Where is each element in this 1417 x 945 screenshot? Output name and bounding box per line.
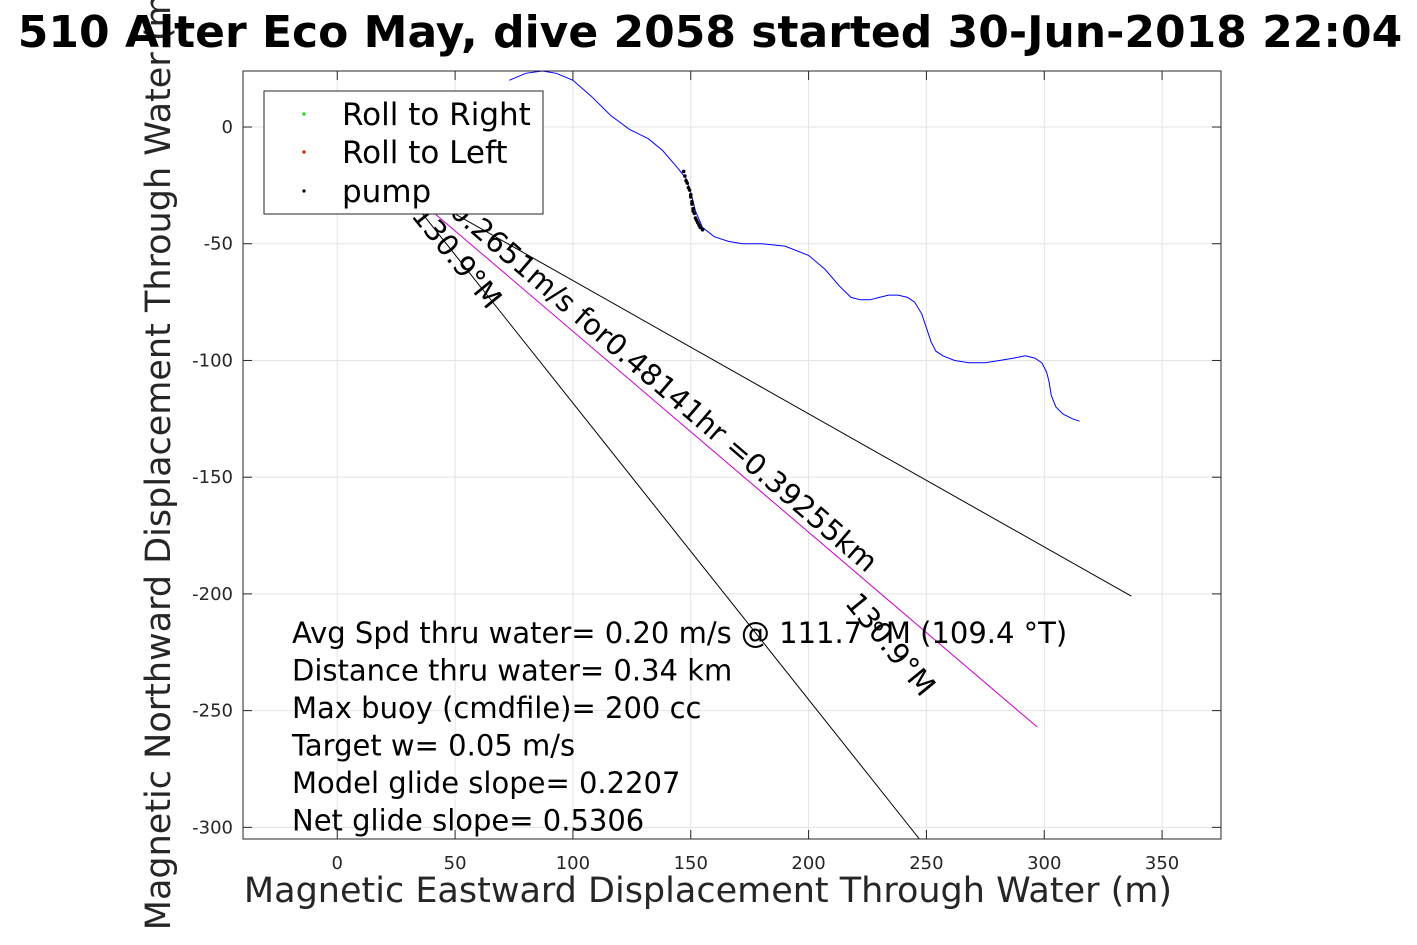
data-layer: [395, 71, 1132, 839]
x-tick-label: 0: [332, 853, 343, 874]
grid-layer: [243, 71, 1221, 839]
heading-bound-line: [395, 180, 920, 839]
legend-marker-roll-left: [302, 150, 306, 154]
y-tick-label: -150: [192, 467, 233, 488]
legend-label-roll-right: Roll to Right: [342, 97, 531, 133]
stat-line: Target w= 0.05 m/s: [291, 729, 575, 763]
y-tick-label: 0: [222, 117, 233, 138]
pump-point: [700, 227, 705, 232]
pump-point: [688, 195, 693, 199]
chart-title: 510 Alter Eco May, dive 2058 started 30-…: [18, 7, 1402, 58]
stat-line: Model glide slope= 0.2207: [292, 766, 680, 800]
legend-box: [263, 90, 544, 215]
legend-label-pump: pump: [342, 174, 431, 210]
pump-point: [690, 202, 694, 206]
stat-line: Avg Spd thru water= 0.20 m/s @ 111.7 °M …: [292, 616, 1067, 650]
x-tick-label: 300: [1027, 853, 1061, 874]
y-axis-label: Magnetic Northward Displacement Through …: [139, 0, 179, 930]
y-tick-label: -50: [204, 234, 233, 255]
legend-marker-roll-right: [302, 112, 306, 116]
x-tick-label: 350: [1145, 853, 1179, 874]
pump-point: [698, 225, 702, 230]
pump-point: [685, 181, 690, 185]
x-axis-label: Magnetic Eastward Displacement Through W…: [244, 871, 1172, 911]
plot-frame: [242, 70, 1222, 840]
pump-point: [683, 174, 687, 178]
heading-bound-line: [395, 180, 1132, 597]
x-tick-label: 200: [791, 853, 825, 874]
x-tick-label: 100: [556, 853, 590, 874]
pump-point: [681, 169, 686, 174]
pump-point: [687, 188, 692, 192]
y-tick-label: -100: [192, 350, 233, 371]
stats-block: Avg Spd thru water= 0.20 m/s @ 111.7 °M …: [291, 616, 1067, 838]
stat-line: Distance thru water= 0.34 km: [292, 654, 732, 688]
legend-label-roll-left: Roll to Left: [342, 135, 508, 171]
x-tick-label: 250: [909, 853, 943, 874]
y-tick-labels: 0 -50 -100 -150 -200 -250 -300: [192, 117, 233, 838]
dive-track-line: [509, 71, 1080, 422]
legend: Roll to Right Roll to Left pump: [263, 90, 544, 215]
x-tick-label: 150: [674, 853, 708, 874]
y-tick-label: -200: [192, 584, 233, 605]
pump-point: [692, 211, 697, 216]
stat-line: Net glide slope= 0.5306: [292, 804, 644, 838]
y-tick-label: -250: [192, 701, 233, 722]
stat-line: Max buoy (cmdfile)= 200 cc: [292, 691, 701, 725]
tick-layer: [243, 71, 1221, 839]
mean-heading-line: [395, 180, 1038, 728]
x-tick-label: 50: [444, 853, 467, 874]
y-tick-label: -300: [192, 817, 233, 838]
x-tick-labels: 0 50 100 150 200 250 300 350: [332, 853, 1180, 874]
legend-marker-pump: [302, 189, 306, 193]
